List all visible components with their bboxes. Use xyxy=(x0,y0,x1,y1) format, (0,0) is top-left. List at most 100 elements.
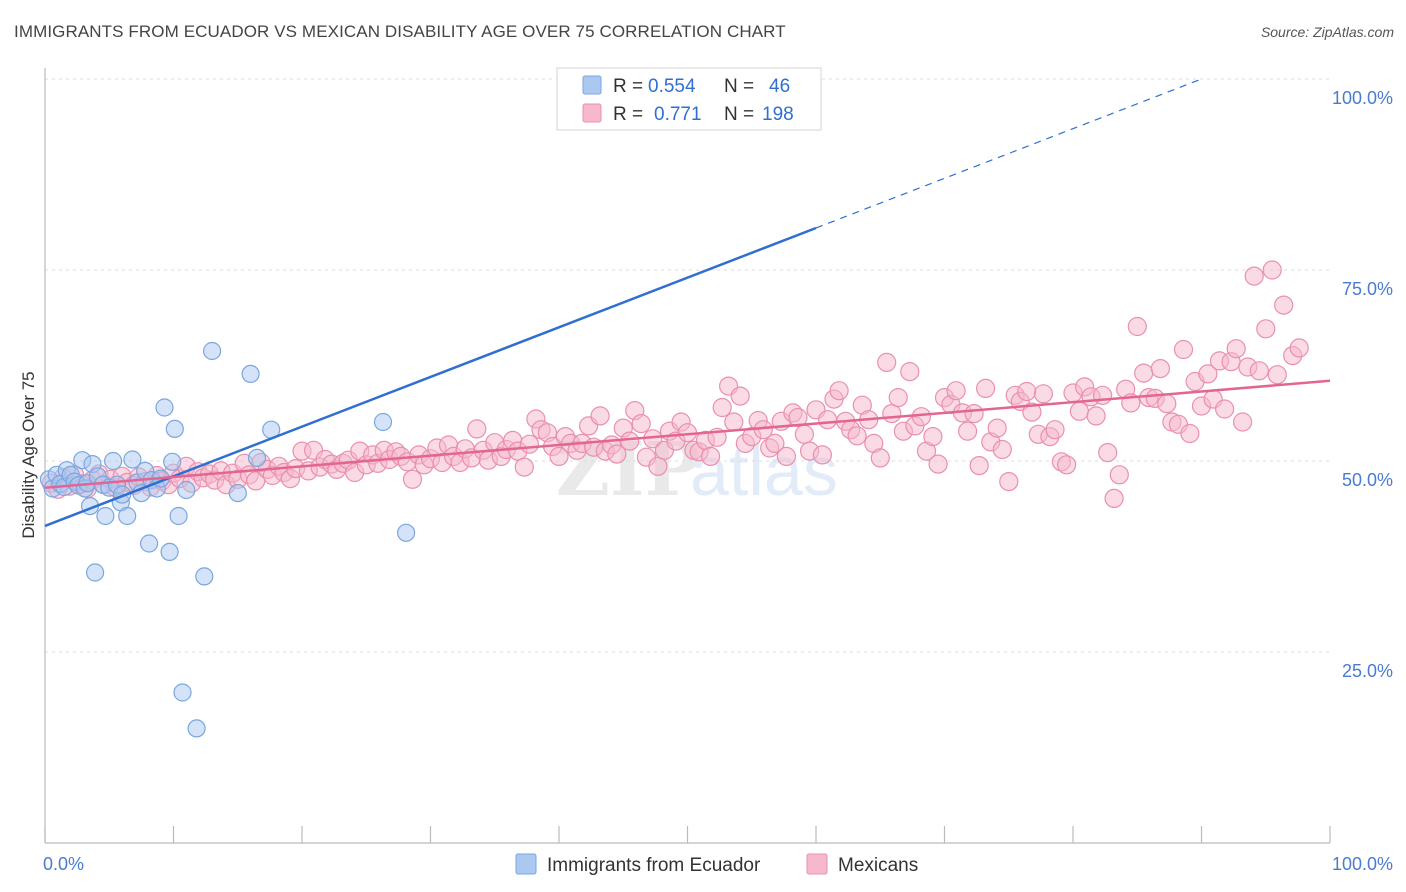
data-point xyxy=(140,534,159,553)
data-point xyxy=(607,444,627,464)
y-tick-labels: 25.0% 50.0% 75.0% 100.0% xyxy=(1332,88,1393,681)
data-point xyxy=(870,448,890,468)
data-point xyxy=(118,506,137,526)
legend-r-value-pink: 0.771 xyxy=(654,104,702,125)
legend-swatch-pink xyxy=(582,103,602,123)
data-point xyxy=(1256,319,1276,339)
data-point xyxy=(397,523,416,542)
data-point xyxy=(467,419,487,439)
data-point xyxy=(788,407,808,428)
data-point xyxy=(1022,402,1042,422)
data-point xyxy=(402,469,423,489)
data-point xyxy=(1226,339,1246,359)
y-axis-title: Disability Age Over 75 xyxy=(19,371,38,538)
data-point xyxy=(103,451,123,471)
data-point xyxy=(1173,339,1194,360)
data-point xyxy=(987,418,1007,438)
legend-n-label-blue: N = xyxy=(724,76,754,97)
legend-r-label-pink: R = xyxy=(613,104,643,125)
data-point xyxy=(877,352,897,372)
correlation-legend: R = 0.554 N = 46 R = 0.771 N = 198 xyxy=(556,67,822,131)
data-point xyxy=(1069,401,1090,421)
y-tick-label: 75.0% xyxy=(1342,279,1393,299)
data-point xyxy=(730,386,750,406)
x-axis-ticks xyxy=(44,826,1331,843)
data-point xyxy=(1249,361,1269,381)
data-point xyxy=(1180,423,1200,444)
data-point xyxy=(817,410,838,430)
data-point xyxy=(631,414,651,434)
bottom-legend-label-mexicans: Mexicans xyxy=(838,855,918,876)
data-point xyxy=(187,719,206,738)
data-point xyxy=(847,426,867,446)
trend-lines xyxy=(44,78,1331,528)
data-point xyxy=(923,427,943,447)
data-point xyxy=(1214,399,1235,419)
data-point xyxy=(1098,443,1118,463)
data-point xyxy=(1244,266,1264,286)
data-point xyxy=(1289,338,1309,358)
data-point xyxy=(1127,316,1147,337)
data-point xyxy=(900,362,920,382)
data-point xyxy=(514,457,534,477)
gridlines xyxy=(45,78,1330,653)
data-point xyxy=(1017,381,1037,402)
data-point xyxy=(964,404,984,424)
bottom-legend-swatch-ecuador xyxy=(515,853,537,875)
data-point xyxy=(794,424,815,444)
data-point xyxy=(1150,359,1171,379)
data-point xyxy=(1274,295,1294,315)
data-point xyxy=(549,446,569,466)
data-point xyxy=(1262,260,1282,280)
data-point xyxy=(1045,420,1065,440)
data-point xyxy=(882,404,902,424)
data-point xyxy=(700,446,721,466)
data-point xyxy=(765,433,785,453)
data-point xyxy=(1104,488,1124,508)
data-point xyxy=(203,341,222,361)
data-point xyxy=(1109,465,1129,485)
bottom-legend-swatch-mexicans xyxy=(806,853,828,875)
data-point xyxy=(1134,363,1154,383)
legend-n-value-pink: 198 xyxy=(762,104,794,125)
legend-r-value-blue: 0.554 xyxy=(648,76,696,97)
data-point xyxy=(590,406,610,426)
data-point xyxy=(1157,394,1177,414)
data-point xyxy=(1198,364,1218,384)
x-tick-label-min: 0.0% xyxy=(43,854,84,874)
y-tick-label: 50.0% xyxy=(1342,470,1393,490)
data-point xyxy=(620,431,640,451)
data-point xyxy=(911,407,932,427)
data-point xyxy=(163,452,182,471)
data-point xyxy=(928,454,948,474)
legend-n-label-pink: N = xyxy=(724,104,754,125)
data-point xyxy=(946,381,966,401)
y-tick-label: 100.0% xyxy=(1332,88,1393,108)
trend-line-ecuador-extension xyxy=(815,78,1202,229)
data-point xyxy=(1092,385,1113,405)
data-point xyxy=(228,484,247,503)
data-point xyxy=(169,506,188,526)
y-tick-label: 25.0% xyxy=(1342,661,1393,681)
trend-line-mexicans xyxy=(44,379,1331,489)
data-point xyxy=(373,412,393,432)
data-point xyxy=(712,397,732,418)
data-point xyxy=(247,448,267,467)
series-immigrants-from-ecuador xyxy=(39,69,817,738)
legend-n-value-blue: 46 xyxy=(769,76,790,97)
data-point xyxy=(829,381,849,401)
data-point xyxy=(992,439,1012,460)
data-point xyxy=(812,445,833,465)
data-point xyxy=(969,456,989,476)
data-point xyxy=(1033,384,1054,404)
data-point xyxy=(776,446,797,466)
data-point xyxy=(1056,455,1077,475)
data-point xyxy=(160,542,179,562)
data-point xyxy=(173,683,192,702)
data-point xyxy=(1267,365,1287,385)
data-point xyxy=(1232,412,1253,432)
data-point xyxy=(165,419,184,438)
data-point xyxy=(241,364,260,383)
data-point xyxy=(155,398,174,417)
